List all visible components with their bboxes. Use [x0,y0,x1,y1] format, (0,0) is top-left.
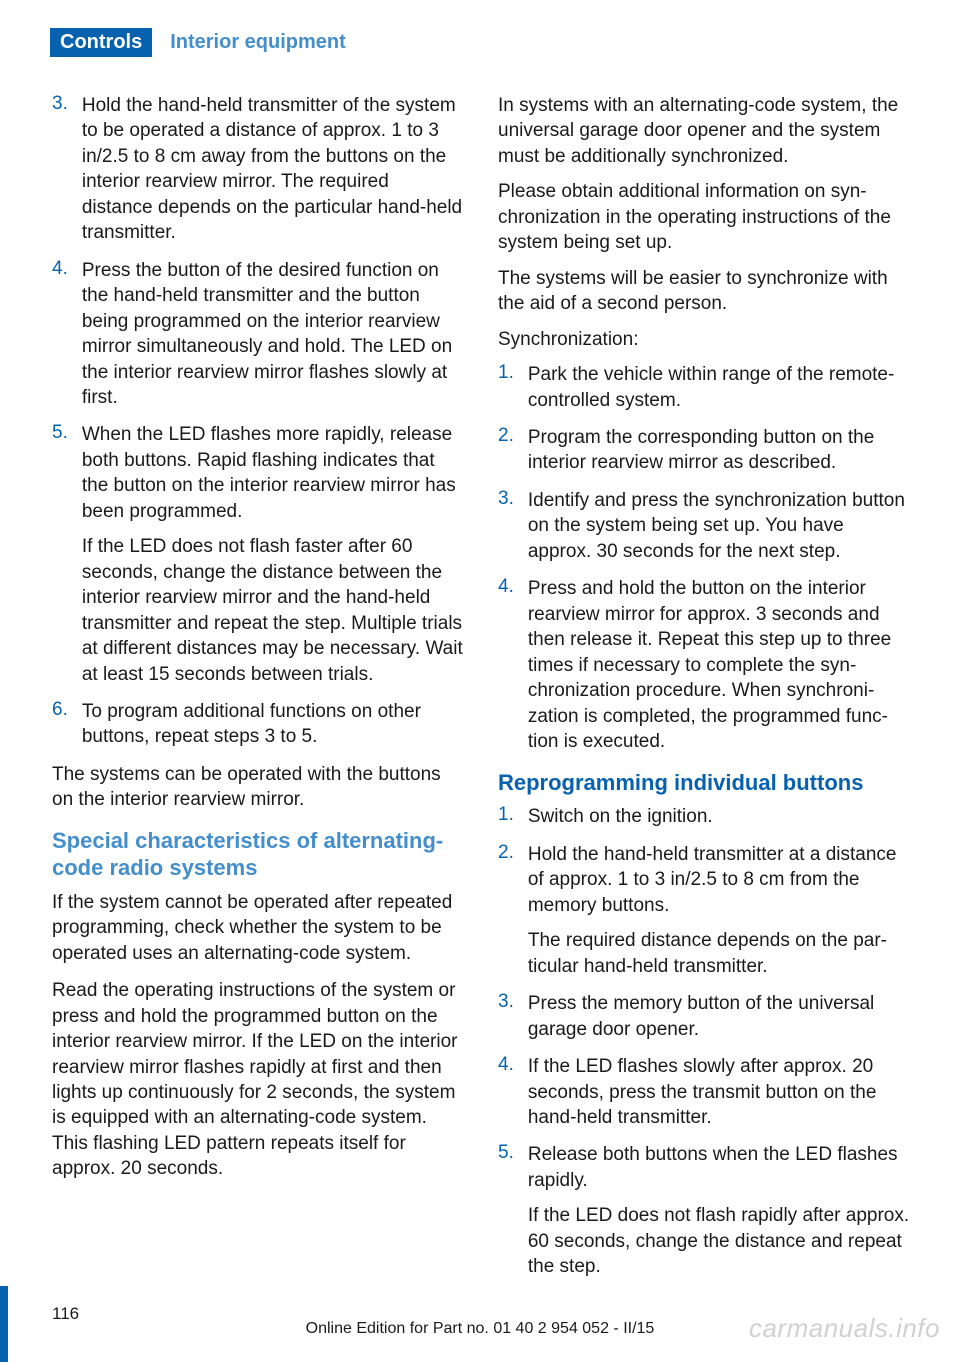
list-item: 4.Press and hold the button on the inter… [498,576,910,754]
heading-reprogramming: Reprogramming individual buttons [498,770,910,796]
list-number: 3. [498,488,514,564]
list-text-extra: The required distance depends on the par… [528,928,910,979]
right-list-2: 1. Switch on the ignition. 2.Hold the han… [498,804,910,1279]
list-item: 6. To program additional functions on oth… [52,699,464,750]
list-number: 2. [498,842,514,979]
list-text: Press and hold the button on the interio… [528,576,910,754]
list-text-extra: If the LED does not flash rapidly after … [528,1203,910,1279]
list-item: 4.Press the button of the desired functi… [52,258,464,411]
page-content: 3.Hold the hand-held transmitter of the … [0,57,960,1292]
list-number: 2. [498,425,514,476]
list-item: 2.Hold the hand-held transmitter at a di… [498,842,910,979]
list-item: 3.Hold the hand-held transmitter of the … [52,93,464,246]
paragraph: In systems with an alternating-code syst… [498,93,910,169]
list-text: To program additional functions on other… [82,699,464,750]
paragraph: Synchronization: [498,327,910,352]
list-number: 5. [52,422,68,687]
list-number: 5. [498,1142,514,1279]
list-text: If the LED flashes slowly after approx. … [528,1054,910,1130]
list-text: Identify and press the synchronization b… [528,488,910,564]
list-number: 6. [52,699,68,750]
list-text-main: When the LED flashes more rapidly, re­le… [82,424,456,521]
list-text-main: Release both buttons when the LED flashe… [528,1144,898,1190]
list-text-extra: If the LED does not flash faster after 6… [82,534,464,687]
list-number: 4. [498,1054,514,1130]
list-text-main: Hold the hand-held transmitter at a dis­… [528,844,897,916]
right-list-1: 1. Park the vehicle within range of the r… [498,362,910,754]
paragraph: If the system cannot be operated after r… [52,890,464,966]
right-column: In systems with an alternating-code syst… [498,93,910,1292]
list-number: 4. [498,576,514,754]
list-text: Press the button of the desired function… [82,258,464,411]
watermark: carmanuals.info [749,1313,940,1344]
list-item: 5. Release both buttons when the LED flas… [498,1142,910,1279]
paragraph: Read the operating instructions of the s… [52,978,464,1182]
list-item: 3.Identify and press the synchronization… [498,488,910,564]
list-number: 1. [498,804,514,829]
paragraph: The systems can be operated with the but… [52,762,464,813]
list-text: Release both buttons when the LED flashe… [528,1142,910,1279]
list-item: 1. Switch on the ignition. [498,804,910,829]
list-item: 3. Press the memory button of the univers… [498,991,910,1042]
list-text: Program the corresponding button on the … [528,425,910,476]
list-number: 3. [498,991,514,1042]
list-number: 1. [498,362,514,413]
list-text: Hold the hand-held transmitter at a dis­… [528,842,910,979]
list-number: 4. [52,258,68,411]
left-column: 3.Hold the hand-held transmitter of the … [52,93,464,1292]
list-text: Switch on the ignition. [528,804,713,829]
paragraph: Please obtain additional information on … [498,179,910,255]
list-text: Hold the hand-held transmitter of the sy… [82,93,464,246]
list-item: 2. Program the corresponding button on th… [498,425,910,476]
left-list-1: 3.Hold the hand-held transmitter of the … [52,93,464,750]
list-number: 3. [52,93,68,246]
list-item: 1. Park the vehicle within range of the r… [498,362,910,413]
list-text: When the LED flashes more rapidly, re­le… [82,422,464,687]
list-text: Press the memory button of the universal… [528,991,910,1042]
page-header: Controls Interior equipment [0,0,960,57]
subheading-alternating-code: Special characteristics of alternating-c… [52,827,464,882]
breadcrumb-controls: Controls [50,28,152,57]
paragraph: The systems will be easier to synchroniz… [498,266,910,317]
list-item: 5.When the LED flashes more rapidly, re­… [52,422,464,687]
list-text: Park the vehicle within range of the re­… [528,362,910,413]
breadcrumb-section: Interior equipment [170,31,346,54]
list-item: 4.If the LED flashes slowly after approx… [498,1054,910,1130]
